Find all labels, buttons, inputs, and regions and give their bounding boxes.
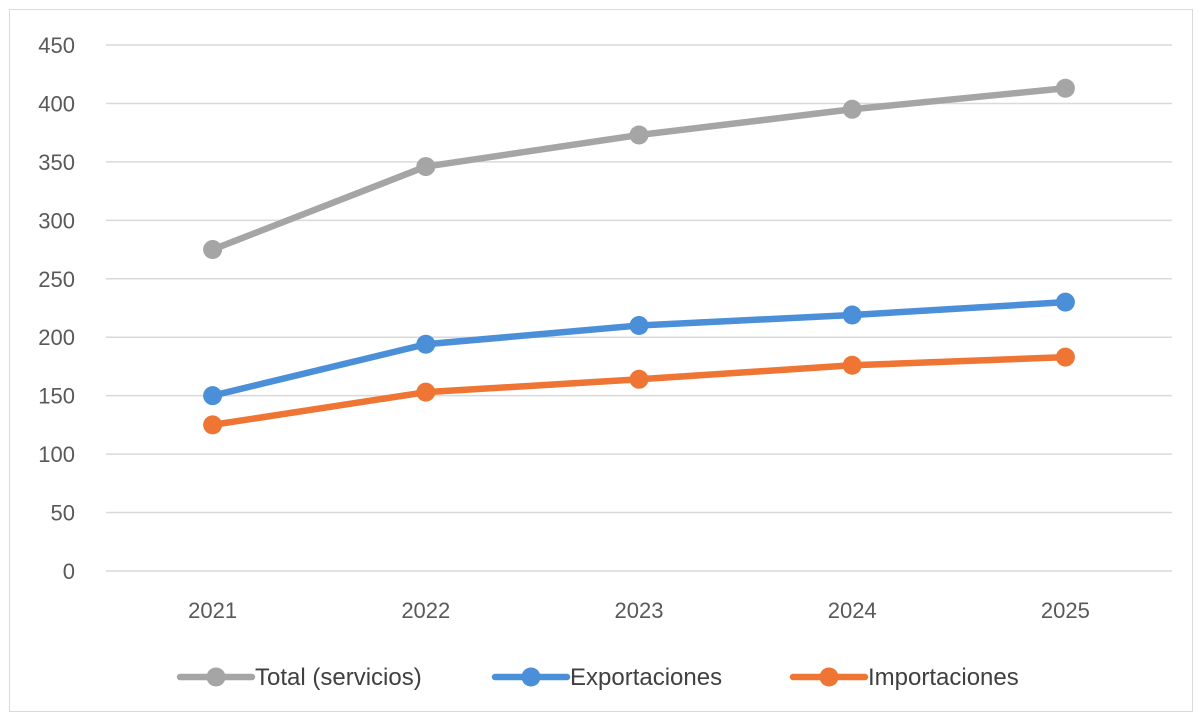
data-point-total-servicios-2025 — [1055, 78, 1075, 98]
legend-item-importaciones: Importaciones — [789, 664, 1019, 691]
y-tick-label: 450 — [38, 33, 75, 58]
y-tick-label: 0 — [63, 559, 75, 584]
x-tick-label: 2025 — [1041, 598, 1090, 623]
legend: Total (servicios) Exportaciones Importacio… — [176, 664, 1019, 691]
data-point-importaciones-2021 — [203, 415, 223, 435]
legend-swatch-marker — [206, 667, 226, 687]
data-point-exportaciones-2021 — [203, 386, 223, 406]
y-tick-label: 350 — [38, 150, 75, 175]
legend-item-exportaciones: Exportaciones — [491, 664, 722, 691]
y-tick-label: 300 — [38, 208, 75, 233]
data-point-exportaciones-2023 — [629, 316, 649, 336]
y-tick-label: 100 — [38, 442, 75, 467]
series-total-servicios — [203, 78, 1075, 260]
gridlines — [106, 44, 1172, 572]
y-tick-label: 400 — [38, 91, 75, 116]
y-tick-label: 200 — [38, 325, 75, 350]
data-point-importaciones-2024 — [842, 355, 862, 375]
data-point-total-servicios-2021 — [203, 240, 223, 260]
data-point-importaciones-2025 — [1055, 347, 1075, 367]
legend-label: Total (servicios) — [255, 664, 422, 691]
y-tick-label: 150 — [38, 384, 75, 409]
data-point-exportaciones-2025 — [1055, 292, 1075, 312]
x-tick-label: 2023 — [615, 598, 664, 623]
legend-swatch-marker — [521, 667, 541, 687]
series-exportaciones — [203, 292, 1075, 406]
data-point-total-servicios-2022 — [416, 157, 436, 177]
y-axis-ticks: 0 50 100 150 200 250 300 350 400 450 — [38, 33, 75, 584]
y-tick-label: 250 — [38, 267, 75, 292]
x-axis-ticks: 2021 2022 2023 2024 2025 — [188, 598, 1090, 623]
data-point-exportaciones-2024 — [842, 305, 862, 325]
legend-label: Importaciones — [868, 664, 1019, 691]
series-group — [203, 78, 1075, 435]
series-importaciones — [203, 347, 1075, 435]
legend-item-total-servicios: Total (servicios) — [176, 664, 422, 691]
data-point-importaciones-2022 — [416, 382, 436, 402]
data-point-importaciones-2023 — [629, 369, 649, 389]
y-tick-label: 50 — [51, 501, 75, 526]
data-point-exportaciones-2022 — [416, 334, 436, 354]
data-point-total-servicios-2024 — [842, 99, 862, 119]
data-point-total-servicios-2023 — [629, 125, 649, 145]
legend-label: Exportaciones — [570, 664, 722, 691]
x-tick-label: 2021 — [188, 598, 237, 623]
x-tick-label: 2022 — [401, 598, 450, 623]
legend-swatch-marker — [819, 667, 839, 687]
series-line-total-servicios — [209, 84, 1069, 253]
x-tick-label: 2024 — [828, 598, 877, 623]
